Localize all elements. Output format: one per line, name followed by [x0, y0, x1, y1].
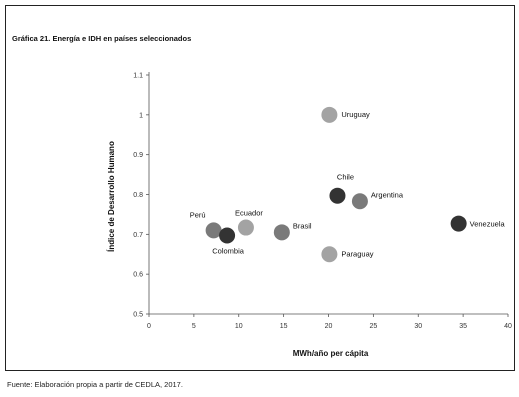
point-label-uruguay: Uruguay: [341, 110, 370, 119]
y-tick-label: 0.7: [133, 232, 143, 239]
point-label-paraguay: Paraguay: [341, 249, 373, 258]
points: Uruguay Chile Argentina Venezuela Perú Ecuado…: [190, 106, 506, 263]
y-tick-label: 0.9: [133, 152, 143, 159]
x-tick-label: 10: [235, 323, 243, 330]
x-tick-label: 0: [147, 323, 151, 330]
x-tick-label: 5: [192, 323, 196, 330]
y-tick-label: 1.1: [133, 73, 143, 80]
point-peru: [205, 222, 222, 239]
y-tick-label: 0.6: [133, 272, 143, 279]
x-tick-label: 20: [325, 323, 333, 330]
x-tick-label: 30: [414, 323, 422, 330]
point-chile: [329, 187, 346, 204]
point-label-chile: Chile: [337, 173, 354, 182]
point-label-brasil: Brasil: [293, 221, 312, 230]
y-tick-label: 1: [139, 112, 143, 119]
point-venezuela: [450, 215, 467, 232]
point-label-argentina: Argentina: [371, 190, 404, 199]
point-colombia: [219, 227, 236, 244]
point-label-colombia: Colombia: [212, 247, 245, 256]
x-tick-label: 25: [369, 323, 377, 330]
point-label-ecuador: Ecuador: [235, 209, 263, 218]
x-tick-label: 15: [280, 323, 288, 330]
y-axis-label: Índice de Desarrollo Humano: [107, 141, 116, 252]
point-paraguay: [321, 246, 338, 263]
chart-frame: [5, 5, 515, 371]
source-note: Fuente: Elaboración propia a partir de C…: [7, 380, 183, 389]
chart-title: Gráfica 21. Energía e IDH en países sele…: [12, 34, 192, 43]
x-tick-label: 40: [504, 323, 512, 330]
x-tick-label: 35: [459, 323, 467, 330]
point-brasil: [273, 224, 290, 241]
point-label-venezuela: Venezuela: [470, 220, 506, 229]
point-label-peru: Perú: [190, 210, 206, 219]
point-ecuador: [237, 219, 254, 236]
point-uruguay: [321, 106, 338, 123]
y-tick-label: 0.5: [133, 312, 143, 319]
point-argentina: [351, 193, 368, 210]
axes: 0 5 10 15 20 25 30 35 40 0.5 0.6 0.7 0.8 0.9 1 1.1: [133, 72, 512, 330]
x-axis-label: MWh/año per cápita: [293, 349, 369, 358]
y-tick-label: 0.8: [133, 192, 143, 199]
